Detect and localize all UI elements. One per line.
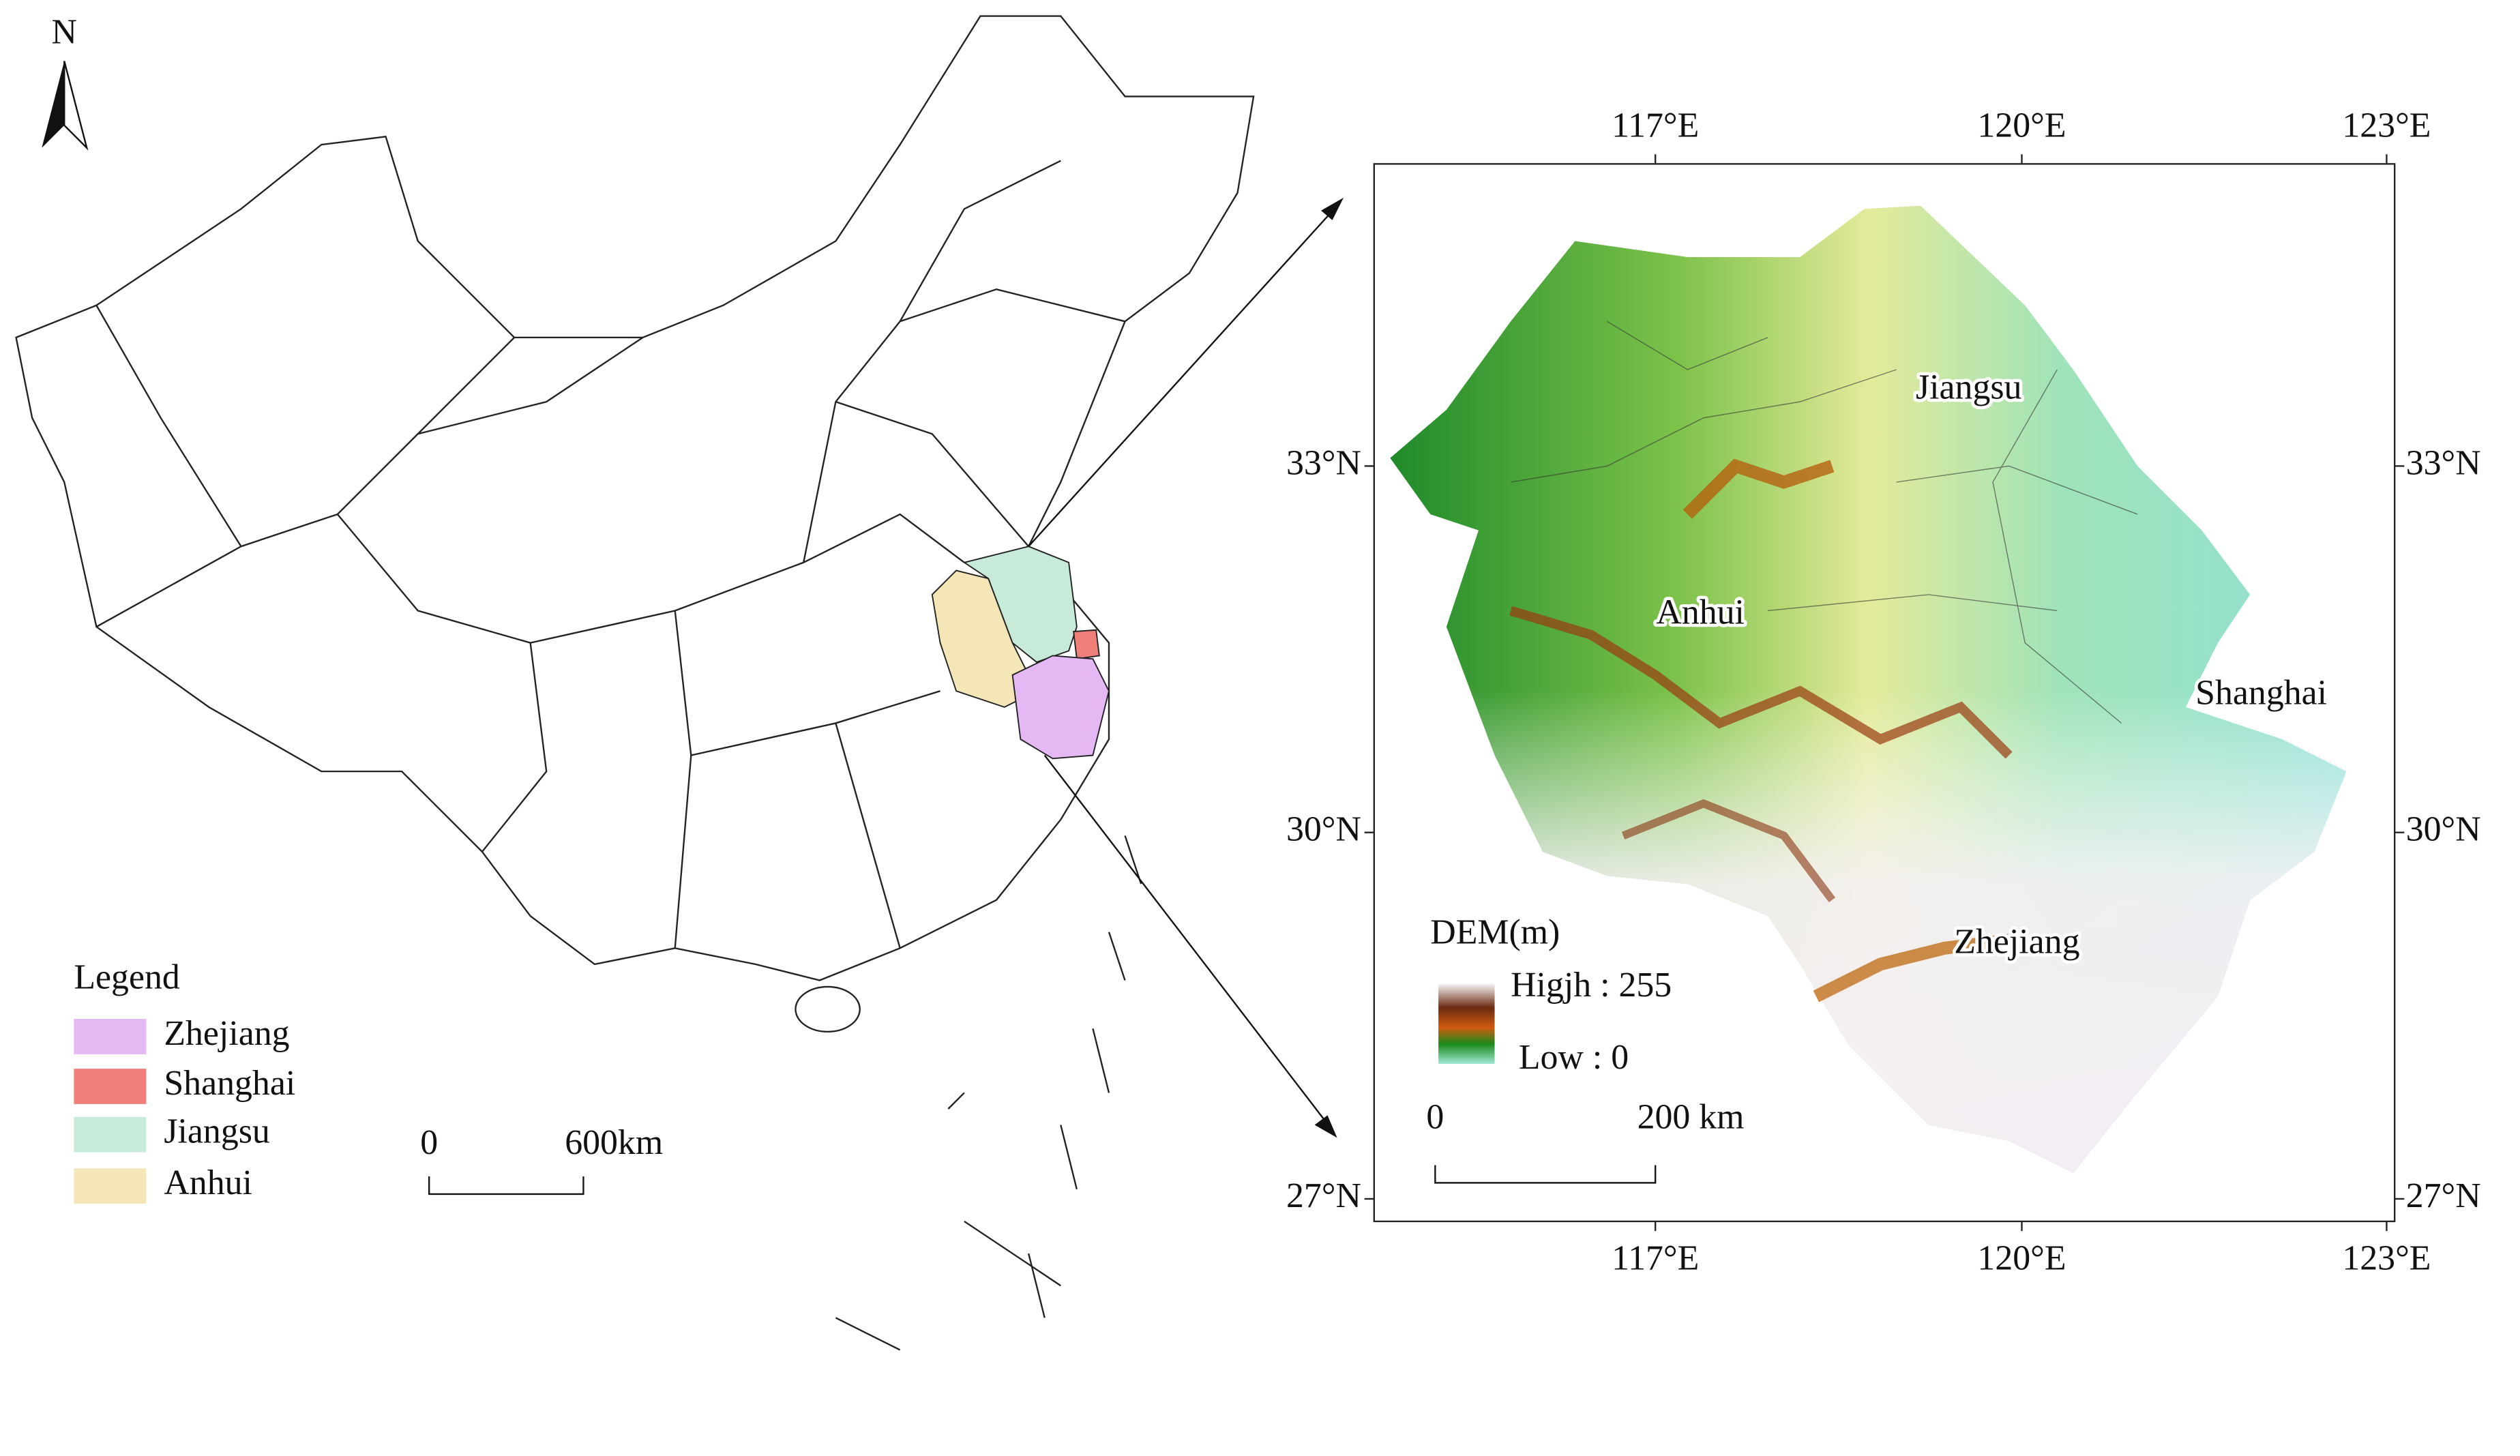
right-tick-label: 27°N <box>2406 1176 2481 1215</box>
legend-label: Jiangsu <box>164 1112 270 1151</box>
arrow-head <box>1321 197 1344 220</box>
legend-swatch <box>74 1116 147 1153</box>
region-label: Jiangsu <box>1916 368 2022 407</box>
island <box>795 985 861 1033</box>
zoom-arrow <box>1028 205 1338 548</box>
left-tick-label: 30°N <box>1286 810 1361 849</box>
dem-high: Higjh : 255 <box>1511 966 1672 1005</box>
region-label: Zhejiang <box>1954 923 2079 962</box>
scale-end: 600km <box>565 1123 663 1162</box>
legend: Zhejiang Shanghai Jiangsu Anhui <box>74 1014 295 1204</box>
country-outline <box>15 15 1255 981</box>
zoom-arrow <box>1043 754 1332 1129</box>
bottom-tick-label: 123°E <box>2342 1239 2431 1278</box>
region-label: Anhui <box>1656 593 1745 632</box>
dem-lowland <box>1390 205 2347 1174</box>
scale-start: 0 <box>420 1123 438 1162</box>
dem-region <box>1390 205 2347 1174</box>
province-borders <box>95 160 1125 949</box>
province-shanghai <box>1073 629 1100 660</box>
dem-ridge <box>1509 606 2013 759</box>
scale-bar <box>428 1176 584 1195</box>
dem-ridge <box>1683 458 1835 519</box>
north-arrow <box>63 61 89 151</box>
top-tick-label: 123°E <box>2342 106 2431 145</box>
legend-swatch <box>74 1019 147 1054</box>
north-label: N <box>52 13 77 52</box>
bottom-tick-label: 120°E <box>1977 1239 2066 1278</box>
inset-scale-end: 200 km <box>1637 1097 1745 1136</box>
dem-legend-title: DEM(m) <box>1430 912 1560 951</box>
legend-label: Anhui <box>164 1163 252 1202</box>
top-tick-label: 117°E <box>1612 106 1699 145</box>
dem-low: Low : 0 <box>1519 1038 1629 1077</box>
legend-label: Shanghai <box>164 1064 295 1103</box>
legend-swatch <box>74 1168 147 1204</box>
province-zhejiang <box>1011 655 1110 760</box>
region-label: Shanghai <box>2195 673 2327 712</box>
inset-scale-start: 0 <box>1426 1097 1444 1136</box>
right-tick-label: 33°N <box>2406 443 2481 482</box>
legend-title: Legend <box>74 957 179 996</box>
island-chain <box>835 835 1142 1351</box>
dem-ridge <box>1813 934 2010 1002</box>
left-tick-label: 33°N <box>1286 443 1361 482</box>
north-arrow <box>42 61 65 148</box>
bottom-tick-label: 117°E <box>1612 1239 1699 1278</box>
dem-ridge <box>1621 799 1836 903</box>
inset-scale-bar <box>1434 1165 1657 1184</box>
left-tick-label: 27°N <box>1286 1176 1361 1215</box>
right-tick-label: 30°N <box>2406 810 2481 849</box>
admin-borders <box>1510 321 2138 724</box>
legend-label: Zhejiang <box>164 1014 289 1053</box>
legend-swatch <box>74 1069 147 1104</box>
top-tick-label: 120°E <box>1977 106 2066 145</box>
arrow-head <box>1314 1115 1337 1138</box>
dem-color-ramp <box>1438 983 1495 1065</box>
inset-labels: 117°E 120°E 123°E 117°E 120°E 123°E 33°N 30°N 27… <box>1286 106 2481 1277</box>
province-jiangsu <box>962 546 1078 663</box>
